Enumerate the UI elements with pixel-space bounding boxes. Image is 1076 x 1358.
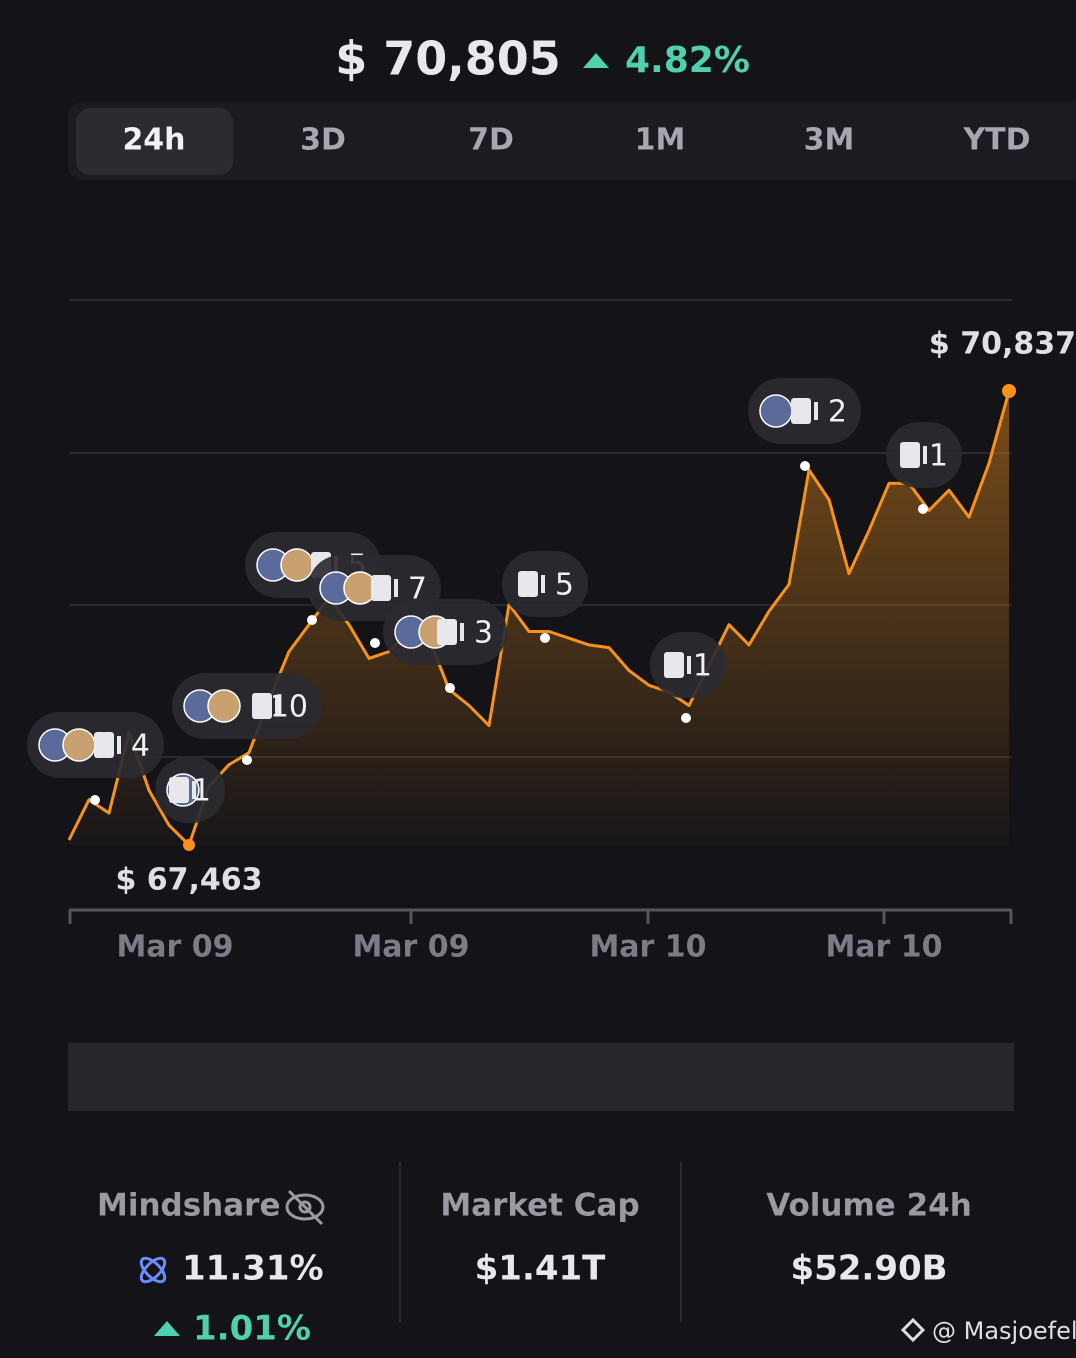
news-icon-bar — [814, 402, 818, 420]
logo — [900, 1317, 926, 1343]
news-icon — [371, 575, 391, 601]
news-icon — [900, 442, 920, 468]
event-dot — [90, 795, 100, 805]
news-icon — [518, 571, 538, 597]
news-icon-bar — [687, 656, 691, 674]
event-count: 1 — [929, 439, 948, 474]
event-bubble[interactable]: 10 — [172, 673, 322, 739]
news-icon — [252, 693, 272, 719]
tab-bar — [68, 102, 1076, 180]
event-dot — [681, 713, 691, 723]
news-icon-bar — [275, 697, 279, 715]
tab[interactable]: 7D — [468, 123, 514, 158]
news-icon-bar — [923, 446, 927, 464]
event-dot — [242, 755, 252, 765]
event-count: 4 — [131, 729, 150, 764]
stat-label: Mindshare — [97, 1188, 281, 1224]
news-icon — [664, 652, 684, 678]
news-icon — [169, 777, 189, 803]
news-icon — [94, 732, 114, 758]
news-icon — [791, 398, 811, 424]
event-count: 7 — [408, 572, 427, 607]
event-dot — [800, 461, 810, 471]
event-count: 1 — [693, 649, 712, 684]
mindshare-icon — [139, 1256, 167, 1284]
event-count: 3 — [474, 616, 493, 651]
volume-strip — [68, 1043, 1014, 1111]
x-label: Mar 10 — [589, 930, 706, 965]
low-point — [183, 839, 195, 851]
news-icon-bar — [117, 736, 121, 754]
x-label: Mar 10 — [825, 930, 942, 965]
event-bubble[interactable]: 1 — [155, 757, 225, 823]
event-count: 10 — [270, 690, 308, 725]
stat-change: 1.01% — [193, 1309, 311, 1349]
event-dot — [918, 504, 928, 514]
high-label: $ 70,837 — [929, 327, 1076, 362]
event-dot — [445, 683, 455, 693]
event-bubble[interactable]: 2 — [748, 378, 861, 444]
event-bubble[interactable]: 3 — [383, 599, 507, 665]
stat-value: 11.31% — [182, 1249, 324, 1289]
price: $ 70,805 — [335, 32, 561, 86]
up-arrow — [583, 53, 609, 68]
event-count: 1 — [192, 774, 211, 809]
low-label: $ 67,463 — [115, 863, 262, 898]
up-arrow — [154, 1321, 180, 1336]
bubble-bg — [172, 673, 322, 739]
avatar — [280, 548, 314, 582]
tab[interactable]: YTD — [962, 123, 1030, 158]
tab[interactable]: 1M — [635, 123, 686, 158]
news-icon-bar — [460, 623, 464, 641]
price-line — [67, 390, 1011, 847]
event-bubble[interactable]: 5 — [502, 551, 588, 617]
avatar — [759, 394, 793, 428]
event-dot — [307, 615, 317, 625]
x-label: Mar 09 — [352, 930, 469, 965]
stat-value: $52.90B — [790, 1249, 947, 1289]
avatar — [207, 689, 241, 723]
event-dot — [540, 633, 550, 643]
x-label: Mar 09 — [116, 930, 233, 965]
active-tab-bg — [76, 108, 233, 175]
tab[interactable]: 3D — [300, 123, 346, 158]
news-icon — [437, 619, 457, 645]
event-bubble[interactable]: 4 — [27, 712, 164, 778]
news-icon-bar — [394, 579, 398, 597]
chart: $ 67,463$ 70,83741105735121 — [27, 327, 1076, 898]
event-bubble[interactable]: 1 — [650, 632, 726, 698]
stat-label: Market Cap — [440, 1188, 639, 1224]
high-point — [1002, 384, 1016, 398]
event-bubble[interactable]: 1 — [886, 422, 962, 488]
stat-label: Volume 24h — [766, 1188, 972, 1224]
event-dot — [370, 638, 380, 648]
price-change: 4.82% — [625, 40, 750, 81]
watermark: @ Masjoefel — [932, 1317, 1076, 1345]
hidden-icon — [285, 1189, 325, 1226]
news-icon-bar — [541, 575, 545, 593]
stat-value: $1.41T — [475, 1249, 607, 1289]
event-count: 2 — [828, 395, 847, 430]
tab[interactable]: 3M — [804, 123, 855, 158]
event-count: 5 — [555, 568, 574, 603]
avatar — [62, 728, 96, 762]
tab[interactable]: 24h — [122, 123, 185, 158]
news-icon-bar — [192, 781, 196, 799]
